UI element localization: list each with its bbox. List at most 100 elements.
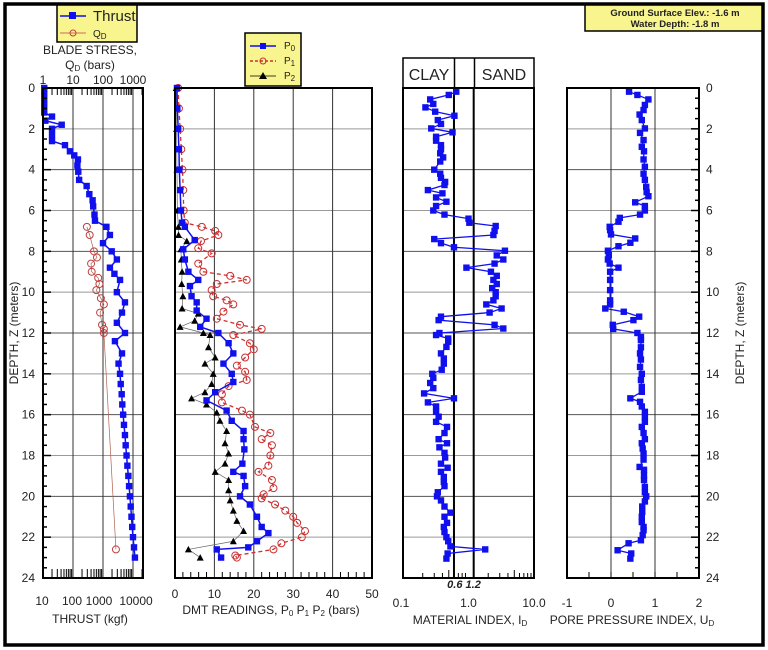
thrust-point bbox=[103, 223, 110, 231]
depth-tick-label-right: 24 bbox=[706, 571, 720, 585]
p1-point bbox=[199, 267, 208, 276]
material-index-point bbox=[432, 202, 440, 210]
pore-pressure-index-point bbox=[637, 336, 645, 344]
material-index-point bbox=[441, 181, 448, 189]
material-index-point bbox=[437, 460, 445, 467]
thrust-point bbox=[118, 391, 125, 398]
pore-pressure-index-point bbox=[638, 440, 645, 447]
material-index-point bbox=[432, 418, 440, 426]
depth-tick-label-right: 6 bbox=[706, 204, 713, 218]
material-index-point bbox=[451, 112, 458, 119]
p0-point bbox=[220, 360, 227, 367]
plot-border bbox=[402, 87, 535, 579]
pore-pressure-index-point bbox=[639, 445, 646, 452]
p2-point bbox=[211, 354, 219, 361]
pore-pressure-index-point bbox=[640, 156, 647, 163]
material-index-point bbox=[437, 497, 445, 504]
p1-point bbox=[264, 461, 273, 470]
pore-pressure-index-point bbox=[640, 527, 647, 534]
material-index-point bbox=[435, 316, 442, 324]
thrust-point bbox=[113, 319, 121, 326]
pore-pressure-index-point bbox=[627, 555, 634, 562]
pore-pressure-index-point bbox=[639, 503, 646, 510]
p0-point bbox=[177, 207, 185, 214]
p1-point bbox=[266, 451, 275, 460]
thrust-point bbox=[71, 152, 78, 159]
pore-pressure-index-point bbox=[641, 125, 649, 132]
p2-point bbox=[178, 305, 186, 312]
qd-point bbox=[111, 545, 120, 554]
p0-point bbox=[176, 166, 183, 173]
material-index-point bbox=[491, 321, 498, 329]
p1-point bbox=[293, 518, 302, 527]
material-index-point bbox=[486, 309, 493, 316]
p0-point bbox=[185, 268, 192, 275]
depth-tick-label: 18 bbox=[22, 449, 36, 463]
p0-point bbox=[246, 501, 254, 508]
p2-point bbox=[226, 496, 234, 504]
p1-point bbox=[229, 331, 238, 340]
material-index-point bbox=[466, 219, 473, 226]
pore-pressure-index-point bbox=[606, 286, 614, 294]
p1-point bbox=[207, 286, 216, 295]
thrust-point bbox=[116, 370, 124, 378]
material-index-point bbox=[447, 509, 454, 516]
material-index-point bbox=[445, 335, 452, 342]
pore-pressure-index-point bbox=[638, 518, 645, 526]
material-index-point bbox=[443, 440, 451, 447]
qd-point bbox=[94, 273, 103, 282]
material-index-point bbox=[431, 108, 439, 115]
material-index-point bbox=[443, 533, 450, 541]
material-index-point bbox=[432, 403, 440, 410]
p2-point bbox=[174, 223, 182, 230]
pore-pressure-index-point bbox=[627, 239, 634, 246]
p0-point bbox=[215, 329, 222, 337]
p1-point bbox=[297, 533, 306, 542]
blade-stress-title: BLADE STRESS, bbox=[43, 43, 137, 57]
thrust-point bbox=[41, 103, 48, 110]
pore-pressure-index-point bbox=[640, 472, 648, 479]
thrust-point bbox=[117, 380, 124, 388]
material-index-point bbox=[431, 235, 438, 243]
thrust-point bbox=[108, 248, 115, 255]
thrust-axis-title: THRUST (kgf) bbox=[52, 612, 128, 626]
material-index-point bbox=[428, 125, 435, 132]
material-index-point bbox=[441, 528, 448, 536]
material-index-point bbox=[441, 513, 448, 520]
p0-point bbox=[195, 276, 202, 284]
material-index-point bbox=[435, 435, 442, 443]
dmt-tick-label: 30 bbox=[287, 587, 301, 601]
material-index-point bbox=[453, 88, 460, 95]
blade-stress-tick-label: 100 bbox=[93, 73, 113, 87]
material-index-point bbox=[436, 329, 443, 337]
material-index-point bbox=[441, 429, 448, 437]
thrust-tick-label: 10000 bbox=[119, 594, 153, 608]
plot-border bbox=[174, 87, 373, 579]
p0-point bbox=[193, 307, 200, 314]
p0-point bbox=[258, 523, 265, 531]
material-index-point bbox=[437, 158, 444, 165]
pore-pressure-index-point bbox=[636, 398, 644, 406]
thrust-point bbox=[128, 513, 135, 520]
depth-tick-label: 22 bbox=[22, 530, 36, 544]
material-index-point bbox=[492, 293, 499, 300]
p1-point bbox=[281, 506, 290, 515]
material-index-point bbox=[440, 355, 448, 362]
thrust-point bbox=[130, 544, 138, 551]
material-index-point bbox=[432, 137, 440, 144]
pore-pressure-index-point bbox=[634, 329, 641, 337]
thrust-marker-icon bbox=[69, 12, 76, 19]
pore-pressure-panel bbox=[566, 87, 700, 579]
depth-tick-label: 2 bbox=[28, 122, 35, 136]
pore-pressure-index-point bbox=[609, 321, 616, 329]
p0-point bbox=[181, 223, 189, 231]
thrust-point bbox=[127, 503, 134, 510]
material-index-point bbox=[430, 100, 437, 108]
blade-stress-tick-label: 1000 bbox=[120, 73, 147, 87]
thrust-point bbox=[111, 337, 119, 345]
pore-pressure-index-point bbox=[620, 308, 627, 315]
p2-point bbox=[199, 329, 207, 336]
depth-tick-label-right: 20 bbox=[706, 489, 720, 503]
p1-point bbox=[269, 484, 278, 493]
